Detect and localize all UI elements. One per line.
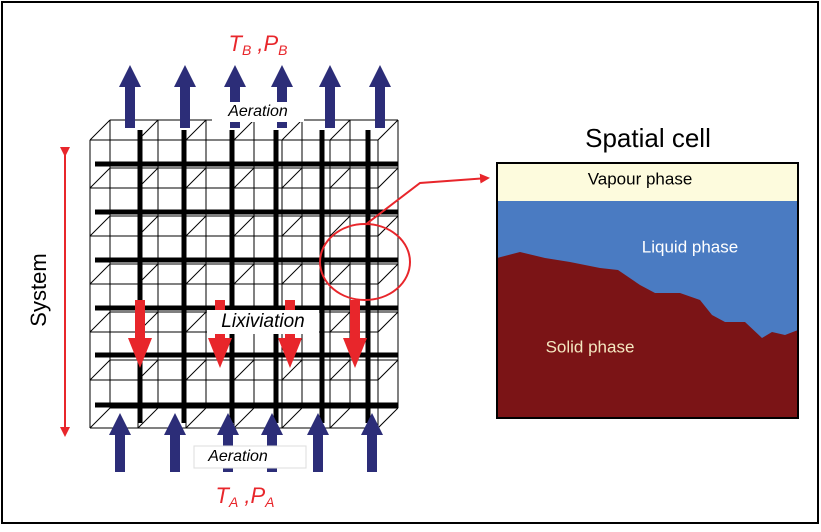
vapour-region (497, 163, 798, 201)
vapour-label: Vapour phase (588, 169, 693, 188)
depth-line (89, 311, 111, 333)
label-bg (212, 102, 304, 122)
depth-line (281, 167, 303, 189)
depth-line (233, 119, 255, 141)
depth-line (233, 263, 255, 285)
subscript: A (264, 494, 274, 510)
top-conditions: TB ,PB (229, 31, 288, 58)
depth-line (89, 119, 111, 141)
symbol: T (216, 483, 231, 508)
symbol: T (229, 31, 244, 56)
depth-line (377, 311, 399, 333)
depth-line (377, 359, 399, 381)
depth-line (329, 311, 351, 333)
depth-line (281, 215, 303, 237)
zoom-arrow (364, 173, 490, 226)
depth-line (137, 407, 159, 429)
depth-line (329, 407, 351, 429)
solid-label: Solid phase (546, 337, 635, 356)
depth-line (185, 167, 207, 189)
air-arrow (119, 65, 141, 128)
depth-line (89, 263, 111, 285)
bottom-conditions: TA ,PA (216, 483, 275, 510)
depth-line (185, 263, 207, 285)
depth-line (233, 359, 255, 381)
depth-line (377, 167, 399, 189)
depth-line (89, 215, 111, 237)
depth-line (329, 119, 351, 141)
top-label: Aeration (227, 103, 288, 120)
lixiviation-arrow (128, 300, 152, 368)
depth-line (329, 167, 351, 189)
depth-line (185, 215, 207, 237)
label-bg (193, 445, 307, 469)
depth-line (89, 359, 111, 381)
subscript: A (228, 494, 238, 510)
depth-line (233, 215, 255, 237)
cell-title: Spatial cell (585, 123, 711, 153)
separator: , (257, 31, 263, 56)
symbol: P (250, 483, 265, 508)
air-arrow (307, 413, 329, 472)
symbol: P (263, 31, 278, 56)
depth-line (329, 263, 351, 285)
separator: , (244, 483, 250, 508)
depth-line (281, 119, 303, 141)
air-arrow (174, 65, 196, 128)
air-arrow (217, 413, 239, 472)
air-arrow (319, 65, 341, 128)
depth-line (377, 263, 399, 285)
label-bg (207, 310, 319, 334)
air-arrow (369, 65, 391, 128)
bottom-label: Aeration (207, 448, 268, 465)
liquid-label: Liquid phase (642, 237, 738, 256)
air-arrow (361, 413, 383, 472)
depth-line (185, 119, 207, 141)
depth-line (329, 359, 351, 381)
depth-line (185, 311, 207, 333)
cell-border (496, 162, 799, 419)
solid-region (497, 252, 798, 418)
middle-label: Lixiviation (221, 311, 304, 332)
depth-line (185, 359, 207, 381)
subscript: B (278, 42, 287, 58)
air-arrow (224, 65, 246, 128)
air-arrow (271, 65, 293, 128)
arrows (109, 65, 391, 472)
depth-line (377, 119, 399, 141)
system-label: System (26, 253, 51, 326)
depth-line (329, 215, 351, 237)
depth-line (281, 407, 303, 429)
air-arrow (164, 413, 186, 472)
depth-line (281, 359, 303, 381)
depth-line (281, 263, 303, 285)
depth-line (185, 407, 207, 429)
lattice (89, 119, 399, 429)
subscript: B (242, 42, 251, 58)
depth-line (377, 215, 399, 237)
depth-line (233, 167, 255, 189)
depth-line (89, 167, 111, 189)
lixiviation-arrow (343, 300, 367, 368)
air-arrow (109, 413, 131, 472)
depth-line (377, 407, 399, 429)
air-arrow (261, 413, 283, 472)
depth-line (233, 407, 255, 429)
depth-line (89, 407, 111, 429)
